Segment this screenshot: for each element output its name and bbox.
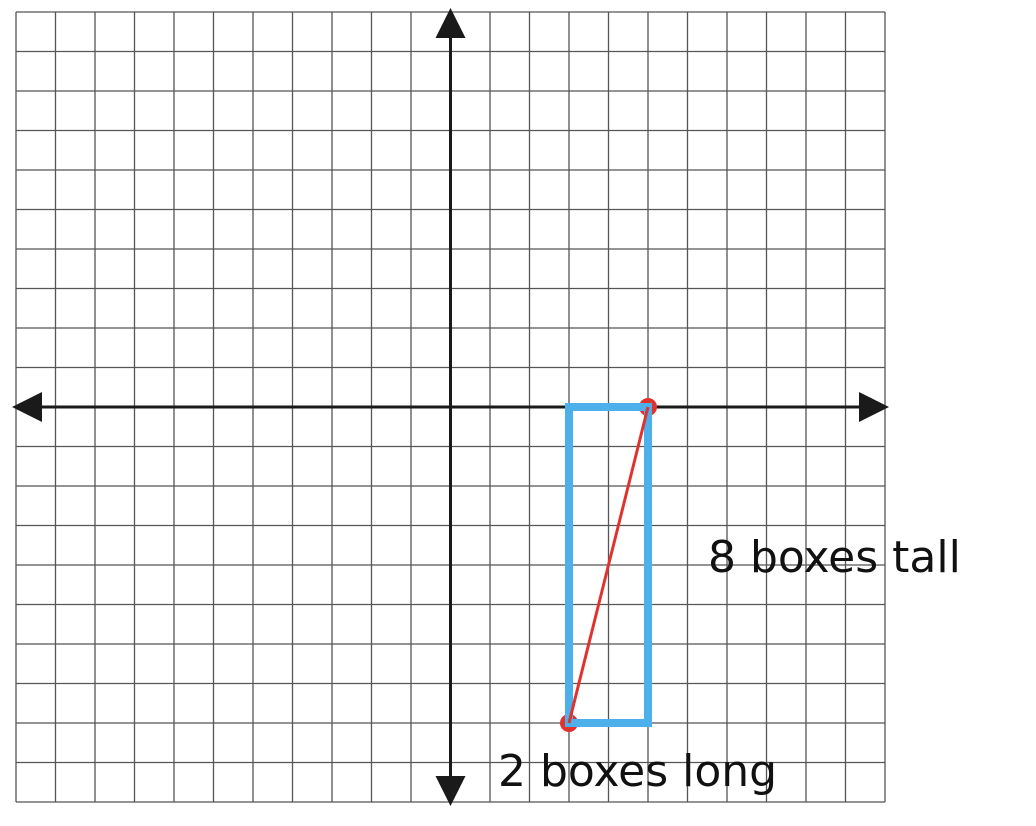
bounding-rectangle [565, 403, 652, 727]
width-label: 2 boxes long [498, 746, 777, 797]
shapes [560, 398, 657, 732]
diagonal-segment [567, 406, 650, 724]
labels: 8 boxes tall 2 boxes long [498, 532, 961, 797]
height-label: 8 boxes tall [708, 532, 961, 583]
axes [11, 8, 889, 806]
